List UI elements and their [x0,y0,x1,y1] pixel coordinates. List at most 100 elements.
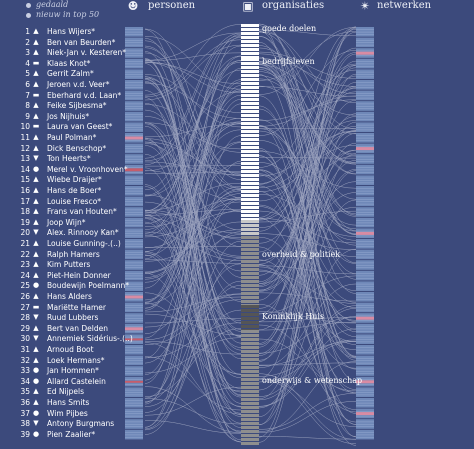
person-bar-stripe [125,360,143,361]
person-name[interactable]: Boudewijn Poelmann* [47,281,130,291]
person-name[interactable]: Loek Hermans* [47,355,105,365]
org-network-link [258,82,357,362]
person-name[interactable]: Merel v. Vroonhoven* [47,164,128,174]
person-bar-stripe [125,127,143,128]
person-name[interactable]: Hans Smits [47,398,90,407]
person-bar-stripe [125,161,143,162]
person-name[interactable]: Klaas Knot* [47,58,91,68]
person-name[interactable]: Ralph Hamers [47,249,100,259]
header-personen[interactable]: personen [148,0,196,11]
category-label[interactable]: Koninklijk Huis [262,312,325,321]
person-org-link [144,81,242,359]
person-bar-stripe [125,199,143,200]
org-network-link [258,78,357,163]
network-bar-stripe [356,331,374,332]
person-name[interactable]: Jos Nijhuis* [47,111,90,121]
rank-change-icon: ▬ [32,122,40,131]
person-name[interactable]: Alex. Rinnooy Kan* [47,228,119,238]
organisation-segment [241,321,259,324]
person-org-link [144,229,242,262]
network-bar [356,323,374,334]
network-bar-stripe [356,66,374,67]
network-bar-stripe [356,305,374,306]
person-name[interactable]: Frans van Houten* [47,207,117,217]
person-name[interactable]: Joop Wijn* [47,217,86,227]
person-name[interactable]: Louise Fresco* [47,196,102,206]
person-name[interactable]: Wim Pijbes [47,408,88,418]
category-label[interactable]: overheid & politiek [262,250,341,259]
person-name[interactable]: Piet-Hein Donner [47,270,111,280]
org-network-link [258,60,357,348]
briefcase-icon[interactable]: ▣ [242,0,254,13]
person-name[interactable]: Niek-Jan v. Kesteren* [47,48,127,58]
person-name[interactable]: Kim Putters [47,260,91,270]
person-org-link [144,24,242,96]
person-name[interactable]: Ruud Lubbers [47,313,99,323]
organisation-segment [241,366,259,369]
person-bar-stripe [125,384,143,385]
organisation-segment [241,48,259,51]
network-bar-stripe [356,124,374,126]
person-name[interactable]: Jeroen v.d. Veer* [47,80,110,89]
category-label[interactable]: goede doelen [262,24,317,33]
person-name[interactable]: Ed Nijpels [47,387,85,397]
rank-change-icon: ▬ [32,90,40,99]
organisation-segment [241,24,259,27]
person-name[interactable]: Feike Sijbesma* [47,101,107,111]
person-name[interactable]: Allard Castelein [47,376,106,386]
header-organisaties[interactable]: organisaties [262,0,325,11]
network-star-icon[interactable]: ✴ [359,0,371,13]
person-icon[interactable]: ☻ [127,0,139,13]
org-network-link [258,131,357,177]
person-bar-stripe [125,103,143,105]
person-name[interactable]: Arnoud Boot [47,345,94,354]
network-bar-stripe [356,252,374,253]
organisation-segment [241,338,259,341]
org-network-link [258,23,357,216]
person-bar-stripe [125,114,143,115]
person-name[interactable]: Hans Alders [47,292,92,301]
person-bar-stripe [125,392,143,393]
org-network-link [258,120,357,202]
category-label[interactable]: onderwijs & wetenschap [262,376,363,385]
person-name[interactable]: Bert van Delden [47,323,108,333]
header-netwerken[interactable]: netwerken [377,0,432,11]
organisation-segment [241,28,259,31]
rank-change-icon: ● [32,164,40,173]
person-org-link [144,209,242,234]
rank-change-icon: ▲ [33,249,39,258]
organisation-segment [241,44,259,47]
person-name[interactable]: Paul Polman* [47,133,97,142]
rank-change-icon: ● [32,429,40,438]
person-name[interactable]: Hans de Boer* [47,186,102,195]
rank-change-icon: ▲ [33,196,39,205]
organisation-segment [241,430,259,433]
person-name[interactable]: Dick Benschop* [47,143,107,153]
person-name[interactable]: Ben van Beurden* [47,37,116,47]
person-bar-stripe [125,29,143,30]
organisation-segment [241,210,259,213]
person-name[interactable]: Jan Hommen* [47,366,99,376]
person-name[interactable]: Mariëtte Hamer [47,302,106,312]
person-name[interactable]: Gerrit Zalm* [47,69,94,79]
person-name[interactable]: Antony Burgmans [47,419,115,429]
person-name[interactable]: Eberhard v.d. Laan* [47,90,122,100]
person-name[interactable]: Laura van Geest* [47,122,113,132]
person-name[interactable]: Pien Zaalier* [47,429,96,439]
organisation-segment [241,350,259,353]
category-label[interactable]: bedrijfsleven [262,57,315,66]
person-org-link [144,44,242,101]
org-network-link [258,149,357,425]
person-name[interactable]: Louise Gunning-.(..) [47,239,121,248]
network-bar-stripe [356,336,374,338]
person-bar-stripe [125,209,143,211]
person-name[interactable]: Hans Wijers* [47,27,96,36]
rank-number: 31 [20,345,30,354]
rank-change-icon: ▲ [33,101,39,110]
person-name[interactable]: Wiebe Draijer* [47,175,102,185]
organisation-segment [241,402,259,405]
person-name[interactable]: Ton Heerts* [47,154,91,164]
person-name[interactable]: Annemiek Sidérius-.(..) [47,334,133,344]
org-network-link [258,303,357,413]
person-org-link [144,38,242,278]
